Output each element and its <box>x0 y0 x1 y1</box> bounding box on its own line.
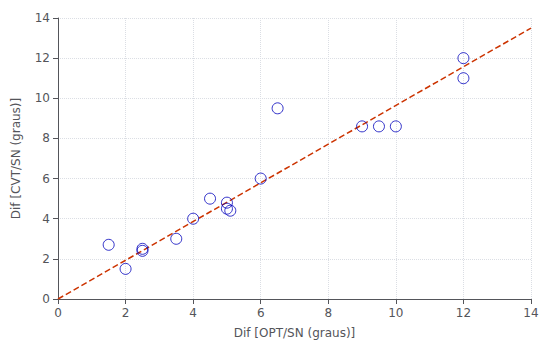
svg-text:14: 14 <box>523 306 538 320</box>
svg-text:0: 0 <box>54 306 62 320</box>
svg-text:12: 12 <box>35 51 50 65</box>
svg-text:4: 4 <box>42 212 50 226</box>
svg-text:10: 10 <box>388 306 403 320</box>
svg-text:10: 10 <box>35 91 50 105</box>
svg-text:2: 2 <box>122 306 130 320</box>
svg-text:Dif [OPT/SN (graus)]: Dif [OPT/SN (graus)] <box>234 326 356 340</box>
svg-text:14: 14 <box>35 11 50 25</box>
svg-text:Dif [CVT/SN (graus)]: Dif [CVT/SN (graus)] <box>9 98 23 219</box>
svg-text:0: 0 <box>42 292 50 306</box>
svg-text:6: 6 <box>257 306 265 320</box>
svg-text:8: 8 <box>42 131 50 145</box>
svg-text:12: 12 <box>456 306 471 320</box>
svg-text:2: 2 <box>42 252 50 266</box>
svg-text:4: 4 <box>189 306 197 320</box>
svg-text:6: 6 <box>42 172 50 186</box>
svg-text:8: 8 <box>324 306 332 320</box>
